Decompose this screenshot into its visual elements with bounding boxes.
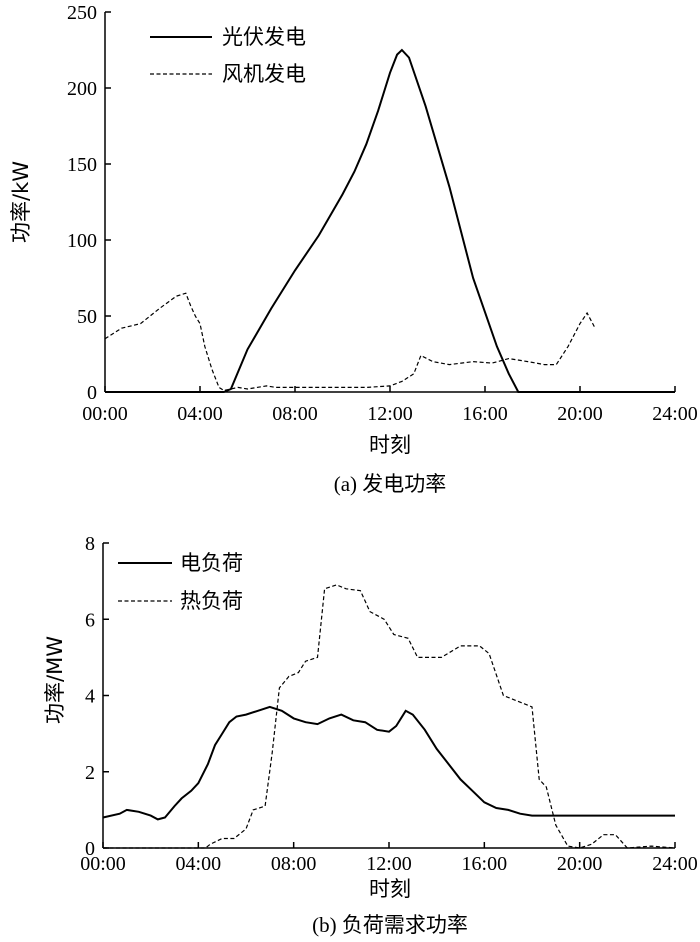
legend-wind-label: 风机发电 xyxy=(222,62,306,86)
y-tick-label: 0 xyxy=(85,838,95,860)
chart-a: 0 50 100 150 200 250 00:00 04:00 08:00 12:00 16:0… xyxy=(9,2,698,496)
series-line-1 xyxy=(105,48,675,393)
chart-b-legend: 电负荷 热负荷 xyxy=(118,551,243,613)
y-tick-label: 100 xyxy=(67,230,97,252)
y-tick-label: 4 xyxy=(85,686,95,708)
series-line-2 xyxy=(104,292,595,392)
legend-heat-label: 热负荷 xyxy=(180,589,243,613)
y-tick-label: 0 xyxy=(87,382,97,404)
chart-a-ylabel: 功率/kW xyxy=(9,161,33,243)
x-tick-label: 04:00 xyxy=(176,853,222,875)
x-tick-label: 08:00 xyxy=(271,853,317,875)
y-tick-label: 2 xyxy=(85,762,95,784)
x-tick-label: 12:00 xyxy=(367,403,413,425)
x-tick-label: 00:00 xyxy=(82,403,128,425)
x-tick-label: 08:00 xyxy=(272,403,318,425)
y-tick-label: 8 xyxy=(85,533,95,555)
x-tick-label: 20:00 xyxy=(557,853,603,875)
x-tick-label: 16:00 xyxy=(462,403,508,425)
chart-a-legend: 光伏发电 风机发电 xyxy=(150,25,306,86)
x-tick-label: 24:00 xyxy=(652,403,698,425)
x-tick-label: 24:00 xyxy=(652,853,698,875)
x-tick-label: 12:00 xyxy=(366,853,412,875)
x-tick-label: 04:00 xyxy=(177,403,223,425)
y-tick-label: 200 xyxy=(67,78,97,100)
chart-a-xlabel: 时刻 xyxy=(369,433,411,457)
chart-b-caption: (b) 负荷需求功率 xyxy=(312,913,468,937)
x-tick-label: 20:00 xyxy=(557,403,603,425)
y-tick-label: 6 xyxy=(85,609,95,631)
chart-b-ylabel: 功率/MW xyxy=(43,636,67,724)
series-line-2 xyxy=(103,584,676,849)
legend-elec-label: 电负荷 xyxy=(180,551,243,575)
legend-pv-label: 光伏发电 xyxy=(222,25,306,49)
chart-b-xlabel: 时刻 xyxy=(369,877,411,901)
chart-a-caption: (a) 发电功率 xyxy=(334,472,447,496)
y-tick-label: 250 xyxy=(67,2,97,24)
y-tick-label: 50 xyxy=(77,306,97,328)
x-tick-label: 00:00 xyxy=(80,853,126,875)
series-line-1 xyxy=(102,705,675,821)
y-tick-label: 150 xyxy=(67,154,97,176)
x-tick-label: 16:00 xyxy=(462,853,508,875)
chart-b: 0 2 4 6 8 00:00 04:00 08:00 12:00 16:00 20:00 24:0… xyxy=(43,533,698,937)
